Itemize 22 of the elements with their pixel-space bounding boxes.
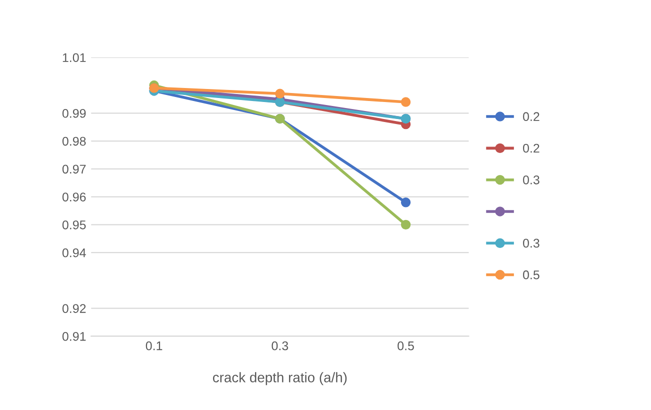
point <box>400 97 411 107</box>
y-tick-label: 0.98 <box>62 136 86 146</box>
x-axis-title: crack depth ratio (a/h) <box>212 372 347 386</box>
x-tick-label: 0.5 <box>398 341 414 350</box>
legend-label: 0.3 <box>523 175 540 184</box>
point <box>400 220 411 230</box>
x-tick-label: 0.3 <box>272 341 288 350</box>
y-tick-label: 0.95 <box>62 220 86 230</box>
y-tick-label: 0.96 <box>62 192 86 202</box>
x-tick-label: 0.1 <box>146 341 162 350</box>
legend-label: 0.5 <box>523 270 540 280</box>
y-tick-label: 0.91 <box>62 332 86 341</box>
point <box>400 198 411 208</box>
point <box>275 88 285 99</box>
legend-label: 0.2 <box>523 112 540 122</box>
y-tick-label: 0.99 <box>62 108 86 118</box>
y-tick-label: 0.97 <box>62 164 86 174</box>
y-tick-label: 0.92 <box>62 304 86 313</box>
y-tick-label: 1.01 <box>62 53 86 62</box>
y-tick-label: 0.94 <box>62 248 86 258</box>
legend-label: 0.3 <box>523 238 540 248</box>
legend-label: 0.2 <box>523 144 540 153</box>
